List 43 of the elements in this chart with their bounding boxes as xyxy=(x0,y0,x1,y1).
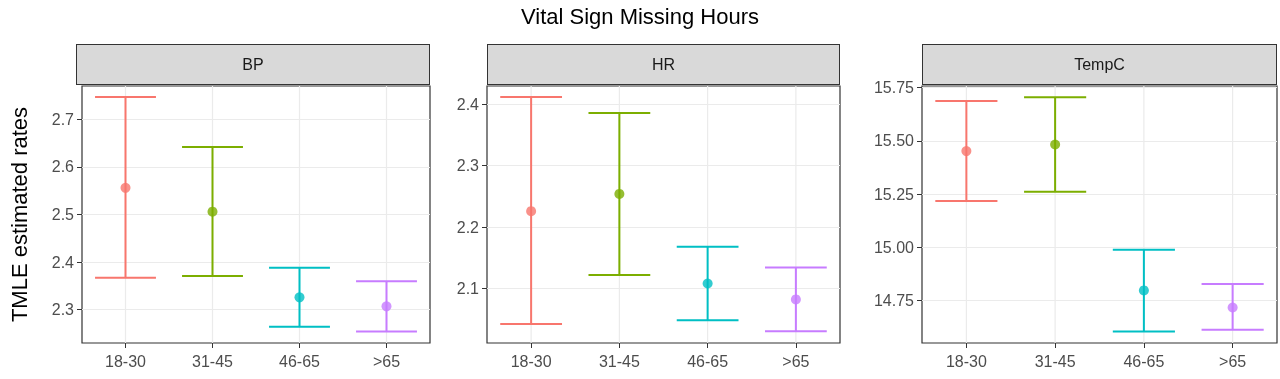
x-tick-label: 31-45 xyxy=(598,352,640,370)
y-tick-label: 15.75 xyxy=(873,79,915,97)
x-tick-label: 31-45 xyxy=(192,352,234,370)
x-tick-label: 46-65 xyxy=(1123,352,1165,370)
y-tick-label: 2.2 xyxy=(456,218,480,236)
point xyxy=(614,188,625,199)
point xyxy=(294,292,305,303)
x-tick-label: 46-65 xyxy=(279,352,321,370)
chart-title: TempC xyxy=(922,44,1277,85)
y-tick-label: 2.7 xyxy=(51,110,75,128)
x-tick-label: 18-30 xyxy=(510,352,552,370)
x-tick-label: 31-45 xyxy=(1034,352,1076,370)
x-tick-label: >65 xyxy=(1219,352,1247,370)
point xyxy=(1138,285,1149,296)
point xyxy=(120,182,131,193)
y-tick-label: 15.25 xyxy=(873,185,915,203)
chart-title: BP xyxy=(76,44,430,85)
point xyxy=(1050,139,1061,150)
y-tick-label: 2.1 xyxy=(456,279,480,297)
point xyxy=(702,278,713,289)
x-tick-label: 46-65 xyxy=(687,352,729,370)
y-tick-label: 15.00 xyxy=(873,238,915,256)
point xyxy=(961,146,972,157)
point xyxy=(381,301,392,312)
x-tick-label: >65 xyxy=(782,352,810,370)
chart-title: HR xyxy=(487,44,840,85)
y-tick-label: 2.3 xyxy=(456,157,480,175)
y-tick-label: 2.6 xyxy=(51,158,75,176)
point xyxy=(526,206,537,217)
point xyxy=(790,294,801,305)
point xyxy=(207,206,218,217)
point xyxy=(1227,302,1238,313)
y-axis-title: TMLE estimated rates xyxy=(6,106,32,323)
x-tick-label: >65 xyxy=(372,352,401,370)
y-tick-label: 14.75 xyxy=(873,291,915,309)
x-tick-label: 18-30 xyxy=(105,352,147,370)
y-tick-label: 2.4 xyxy=(456,95,480,113)
text: Vital Sign Missing Hours xyxy=(520,4,760,30)
y-tick-label: 2.3 xyxy=(51,301,75,319)
x-tick-label: 18-30 xyxy=(945,352,987,370)
y-tick-label: 2.5 xyxy=(51,206,75,223)
y-tick-label: 15.50 xyxy=(873,132,915,150)
y-tick-label: 2.4 xyxy=(51,253,75,271)
